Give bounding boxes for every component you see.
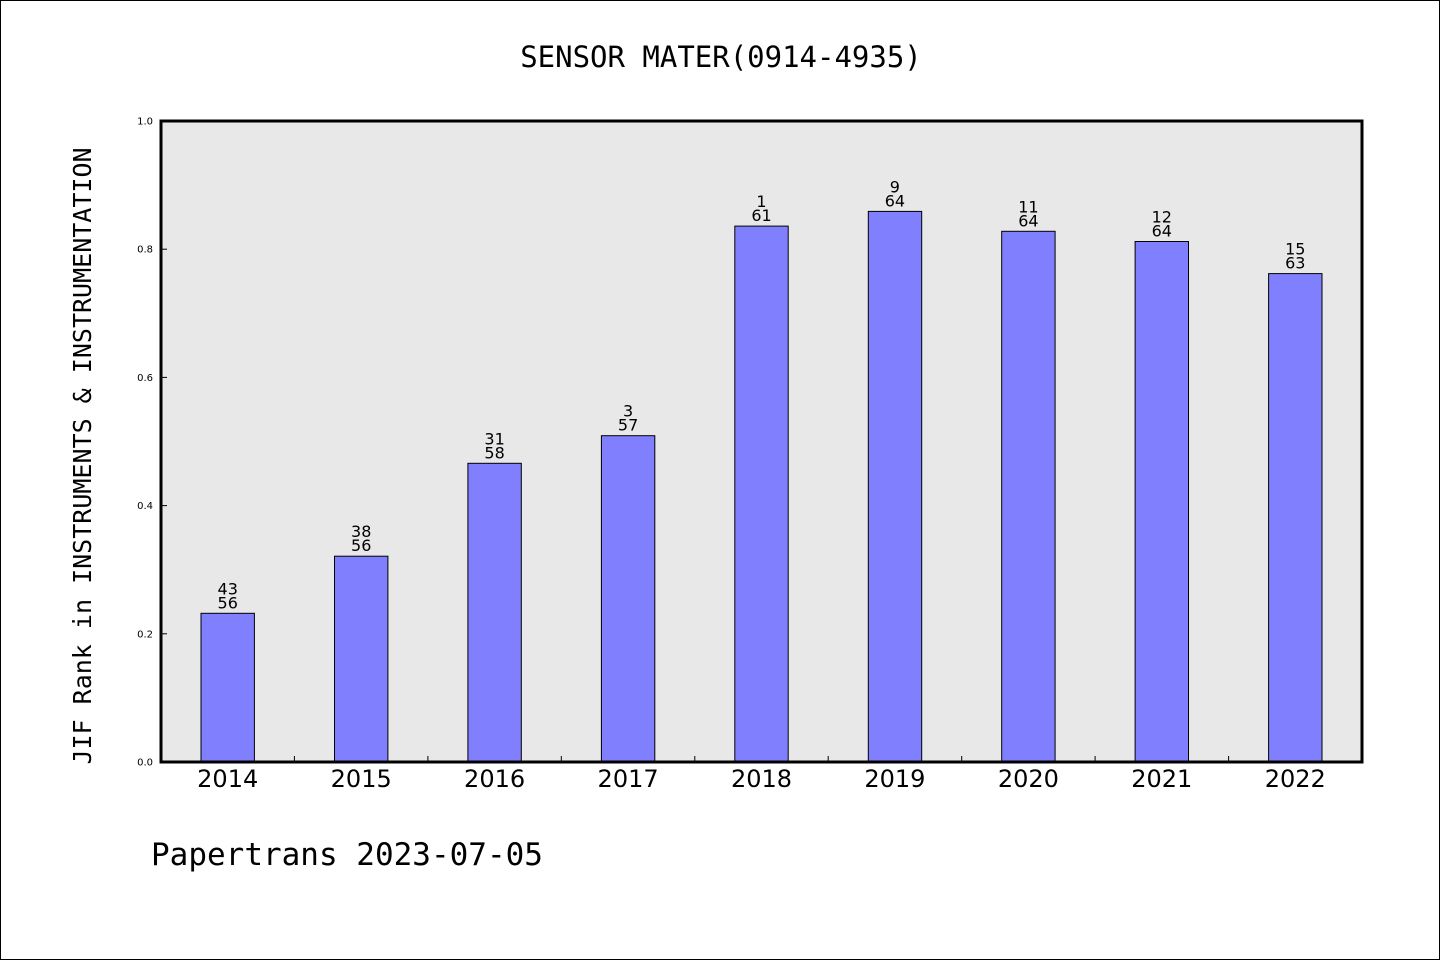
total-label-2016: 58 [484,443,504,462]
y-axis-label: JIF Rank in INSTRUMENTS & INSTRUMENTATIO… [68,147,97,764]
bars-group [200,210,1323,763]
y-tick-label-0: 0.0 [137,758,153,769]
x-tick-label-2017: 2017 [598,765,659,793]
bar-2017 [600,435,656,763]
rank-label-2014: 43 [218,579,238,598]
x-tick-label-2015: 2015 [331,765,392,793]
total-label-2022: 63 [1285,254,1305,273]
y-tick-label-4: 0.8 [137,245,153,256]
total-label-2014: 56 [218,593,238,612]
bar-2015 [334,555,389,763]
x-tick-label-2019: 2019 [864,765,925,793]
bar-2018 [734,225,789,763]
rank-label-2022: 15 [1285,240,1305,259]
rank-label-2019: 9 [890,177,900,196]
x-tick-label-2022: 2022 [1265,765,1326,793]
x-axis-ticks: 2014 2015 2016 2017 2018 2019 2020 2021 2022 [197,756,1326,793]
bar-2020 [1001,230,1056,763]
rank-label-2015: 38 [351,522,371,541]
total-label-2015: 56 [351,536,371,555]
y-tick-label-3: 0.6 [137,373,153,384]
total-label-2020: 64 [1018,211,1038,230]
total-label-2021: 64 [1152,222,1172,241]
y-tick-label-1: 0.2 [137,629,153,640]
total-label-2018: 61 [751,206,771,225]
total-label-2017: 57 [618,416,638,435]
rank-label-2021: 12 [1152,208,1172,227]
x-tick-label-2021: 2021 [1131,765,1192,793]
y-tick-label-5: 1.0 [137,117,153,128]
bar-2016 [467,462,522,763]
bar-2022 [1268,273,1323,763]
total-label-2019: 64 [885,191,905,210]
x-tick-label-2014: 2014 [197,765,258,793]
y-tick-label-2: 0.4 [137,501,153,512]
x-tick-label-2016: 2016 [464,765,525,793]
rank-label-2018: 1 [756,192,766,211]
plot-border [159,119,1364,764]
bar-2019 [867,210,923,763]
rank-label-2017: 3 [623,402,633,421]
chart-title: SENSOR MATER(0914-4935) [520,40,922,74]
x-tick-label-2018: 2018 [731,765,792,793]
bar-2021 [1134,241,1189,763]
rank-label-2016: 31 [484,429,504,448]
bar-2014 [200,612,255,763]
rank-label-2020: 11 [1018,197,1038,216]
footer-text: Papertrans 2023-07-05 [151,837,543,873]
x-tick-label-2020: 2020 [998,765,1059,793]
